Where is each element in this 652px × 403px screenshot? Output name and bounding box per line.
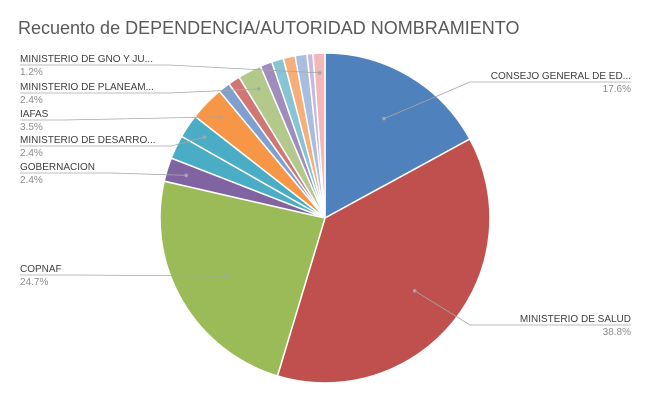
leader-dot-ministerio-de-gno-y-ju (317, 71, 322, 75)
leader-line-ministerio-de-planeam (20, 88, 259, 94)
data-label-ministerio-de-salud: MINISTERIO DE SALUD (520, 314, 631, 325)
leader-line-consejo-general-de-ed (383, 81, 631, 120)
pie-slice-ministerio-de-salud (276, 137, 491, 384)
data-label-iafas: IAFAS (20, 109, 49, 120)
leader-dot-ministerio-de-planeam (256, 87, 261, 91)
data-value-ministerio-de-gno-y-ju: 1.2% (20, 67, 43, 78)
leader-dot-ministerio-de-salud (412, 289, 417, 293)
leader-line-gobernacion (20, 172, 187, 176)
data-label-copnaf: COPNAF (20, 264, 62, 275)
leader-dot-gobernacion (184, 173, 189, 178)
chart-title: Recuento de DEPENDENCIA/AUTORIDAD NOMBRA… (18, 18, 519, 38)
leader-dot-copnaf (223, 274, 227, 278)
data-value-ministerio-de-salud: 38.8% (603, 327, 631, 338)
data-label-ministerio-de-desarro: MINISTERIO DE DESARRO... (20, 135, 156, 146)
data-label-ministerio-de-gno-y-ju: MINISTERIO DE GNO Y JU... (20, 54, 153, 65)
pie-slices (159, 52, 491, 384)
leader-line-copnaf (20, 274, 226, 277)
leader-dot-iafas (218, 115, 223, 119)
leader-dot-ministerio-de-desarro (202, 135, 207, 139)
data-label-ministerio-de-planeam: MINISTERIO DE PLANEAM... (20, 82, 154, 93)
data-value-iafas: 3.5% (20, 122, 43, 133)
data-label-gobernacion: GOBERNACION (20, 162, 95, 173)
pie-slice-consejo-general-de-ed (324, 52, 471, 220)
leader-dot-consejo-general-de-ed (382, 116, 386, 121)
leader-line-ministerio-de-gno-y-ju (20, 64, 320, 74)
data-value-ministerio-de-planeam: 2.4% (20, 95, 43, 106)
data-label-consejo-general-de-ed: CONSEJO GENERAL DE ED... (491, 71, 631, 82)
leader-line-ministerio-de-salud (414, 290, 631, 326)
pie-slice-copnaf (159, 180, 326, 377)
pie-slice-ministerio-de-gno-y-ju (312, 52, 326, 219)
leader-line-iafas (20, 116, 221, 121)
pie-labels: CONSEJO GENERAL DE ED... 17.6% MINISTERIO … (20, 54, 631, 338)
data-value-ministerio-de-desarro: 2.4% (20, 148, 43, 159)
data-value-consejo-general-de-ed: 17.6% (603, 84, 631, 95)
data-value-copnaf: 24.7% (20, 277, 48, 288)
leader-line-ministerio-de-desarro (20, 136, 205, 147)
data-value-gobernacion: 2.4% (20, 175, 43, 186)
